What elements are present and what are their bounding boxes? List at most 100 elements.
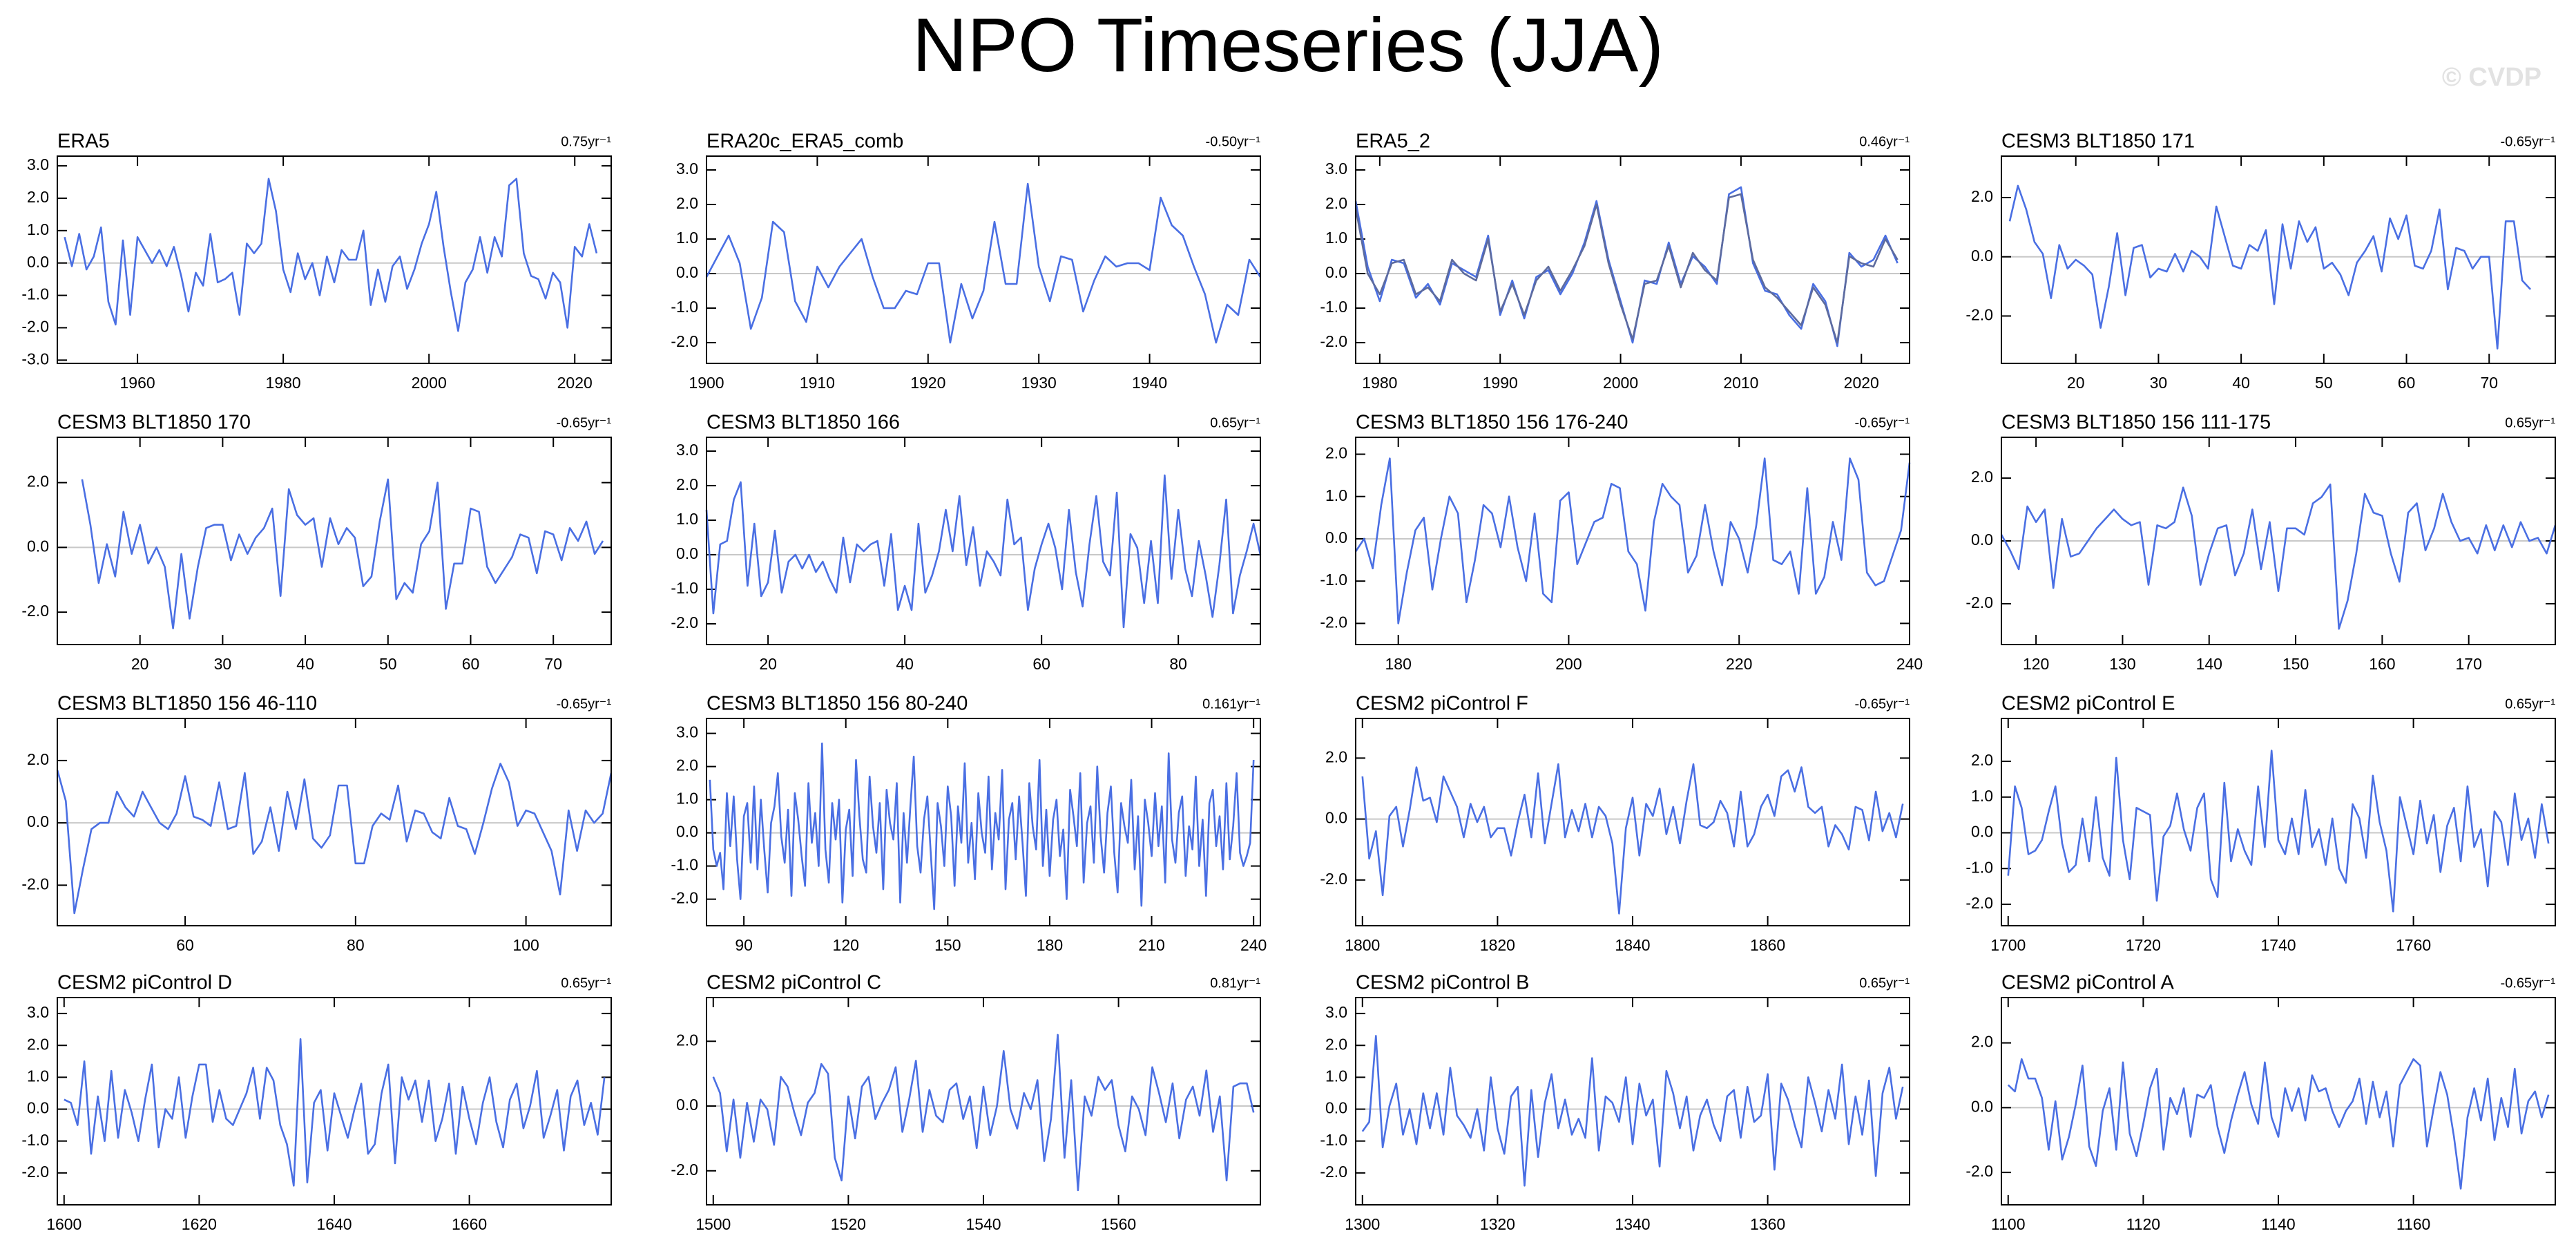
x-tick-label: 90: [735, 936, 753, 954]
x-tick-label: 70: [544, 655, 562, 673]
x-tick-label: 240: [1896, 655, 1923, 673]
x-tick-label: 1760: [2396, 936, 2431, 954]
y-tick-label: 0.0: [27, 812, 49, 830]
x-tick-label: 240: [1240, 936, 1267, 954]
x-tick-label: 1320: [1480, 1215, 1515, 1233]
x-tick-label: 60: [1032, 655, 1050, 673]
x-tick-label: 20: [131, 655, 149, 673]
y-tick-label: -2.0: [21, 875, 49, 893]
y-tick-label: 2.0: [1325, 444, 1347, 462]
y-tick-label: 0.0: [676, 263, 698, 281]
x-tick-label: 150: [934, 936, 961, 954]
series-line: [1361, 1035, 1904, 1187]
panel-title: ERA5: [57, 131, 110, 153]
x-tick-label: 1520: [831, 1215, 866, 1233]
y-tick-label: 1.0: [1971, 787, 1993, 805]
x-tick-label: 170: [2456, 655, 2482, 673]
y-tick-label: -1.0: [21, 1131, 49, 1149]
trend-label: 0.81yr⁻¹: [1210, 975, 1260, 991]
y-tick-label: 3.0: [676, 441, 698, 459]
y-tick-label: -2.0: [1965, 1162, 1993, 1180]
y-tick-label: 1.0: [27, 1067, 49, 1085]
series-line: [64, 1038, 606, 1187]
plot-frame: [2001, 718, 2556, 926]
y-tick-label: -2.0: [1965, 306, 1993, 324]
y-tick-label: -1.0: [1320, 571, 1347, 589]
trend-label: 0.65yr⁻¹: [1210, 415, 1260, 430]
plot-frame: [706, 437, 1261, 645]
y-tick-label: -2.0: [1965, 894, 1993, 912]
trend-label: 0.65yr⁻¹: [1859, 975, 1910, 991]
y-tick-label: 1.0: [1325, 1067, 1347, 1085]
trend-label: 0.46yr⁻¹: [1859, 134, 1910, 149]
plot-frame: [57, 155, 612, 364]
panel-title: CESM3 BLT1850 171: [2001, 131, 2195, 153]
trend-label: 0.161yr⁻¹: [1202, 696, 1260, 712]
x-tick-label: 220: [1726, 655, 1752, 673]
y-tick-label: -1.0: [671, 298, 698, 316]
plot-frame: [1355, 437, 1910, 645]
x-tick-label: 1500: [695, 1215, 731, 1233]
y-tick-label: 3.0: [676, 723, 698, 741]
x-tick-label: 1990: [1483, 374, 1518, 392]
x-tick-label: 2000: [1603, 374, 1638, 392]
y-tick-label: -1.0: [1965, 858, 1993, 876]
plot-frame: [706, 718, 1261, 926]
x-tick-label: 1860: [1750, 936, 1785, 954]
x-tick-label: 40: [296, 655, 314, 673]
plot-frame: [1355, 997, 1910, 1205]
x-tick-label: 180: [1385, 655, 1412, 673]
panel-title: CESM2 piControl B: [1356, 972, 1529, 994]
y-tick-label: 0.0: [1325, 809, 1347, 827]
y-tick-label: -2.0: [1320, 613, 1347, 631]
series-line: [2007, 750, 2550, 913]
x-tick-label: 1600: [46, 1215, 81, 1233]
x-tick-label: 120: [833, 936, 859, 954]
y-tick-label: 1.0: [676, 229, 698, 247]
panel-title: CESM3 BLT1850 170: [57, 412, 251, 434]
y-tick-label: -2.0: [671, 613, 698, 631]
y-tick-label: -2.0: [1320, 332, 1347, 350]
y-tick-label: -2.0: [671, 889, 698, 907]
y-tick-label: 0.0: [1971, 1097, 1993, 1115]
trend-label: 0.65yr⁻¹: [2505, 696, 2555, 712]
y-tick-label: -2.0: [21, 318, 49, 336]
y-tick-label: -1.0: [671, 856, 698, 874]
y-tick-label: 2.0: [27, 750, 49, 768]
plot-frame: [706, 997, 1261, 1205]
y-tick-label: 0.0: [1325, 1099, 1347, 1117]
x-tick-label: 40: [896, 655, 914, 673]
x-tick-label: 60: [176, 936, 194, 954]
y-tick-label: -2.0: [671, 332, 698, 350]
y-tick-label: -2.0: [21, 1163, 49, 1181]
panel-title: CESM2 piControl E: [2001, 693, 2175, 715]
y-tick-label: 1.0: [27, 220, 49, 238]
x-tick-label: 160: [2369, 655, 2395, 673]
x-tick-label: 30: [2150, 374, 2168, 392]
x-tick-label: 60: [462, 655, 480, 673]
y-tick-label: -3.0: [21, 350, 49, 368]
y-tick-label: 0.0: [1325, 528, 1347, 546]
plot-frame: [57, 718, 612, 926]
x-tick-label: 50: [379, 655, 397, 673]
y-tick-label: 2.0: [676, 1031, 698, 1049]
series-line: [64, 178, 598, 332]
y-tick-label: 0.0: [1971, 531, 1993, 549]
series-line: [1354, 457, 1911, 625]
x-tick-label: 1700: [1990, 936, 2026, 954]
y-tick-label: 0.0: [676, 544, 698, 562]
plot-frame: [706, 155, 1261, 364]
x-tick-label: 20: [2067, 374, 2085, 392]
watermark: © CVDP: [2442, 63, 2541, 92]
x-tick-label: 180: [1037, 936, 1063, 954]
series-line: [712, 1033, 1255, 1192]
y-tick-label: 2.0: [27, 473, 49, 490]
panel-title: CESM3 BLT1850 156 176-240: [1356, 412, 1628, 434]
x-tick-label: 200: [1555, 655, 1582, 673]
figure-title: NPO Timeseries (JJA): [912, 3, 1664, 88]
x-tick-label: 210: [1138, 936, 1164, 954]
panel-title: CESM3 BLT1850 156 80-240: [707, 693, 968, 715]
x-tick-label: 1960: [119, 374, 155, 392]
y-tick-label: -2.0: [671, 1161, 698, 1179]
x-tick-label: 1360: [1750, 1215, 1785, 1233]
